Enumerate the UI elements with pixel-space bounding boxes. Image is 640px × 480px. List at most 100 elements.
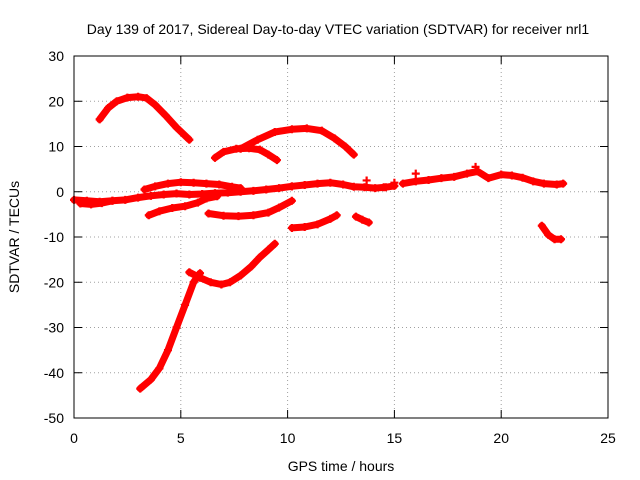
data-point [371, 184, 380, 193]
series-late-drop [537, 221, 566, 244]
data-point [326, 178, 335, 187]
data-point [123, 93, 132, 102]
data-point [196, 273, 205, 282]
data-point [557, 235, 566, 244]
data-point [463, 169, 472, 178]
series-band-zero-c [287, 178, 399, 193]
x-tick-label: 25 [600, 430, 616, 446]
data-point [247, 262, 256, 271]
data-point [189, 278, 198, 287]
data-point [134, 193, 143, 202]
y-tick-labels: -50 -40 -30 -20 -10 0 10 20 30 [44, 48, 64, 426]
data-point [275, 203, 284, 212]
x-tick-label: 15 [387, 430, 403, 446]
series-dip-left [136, 269, 205, 393]
series-line [136, 269, 204, 393]
data-point [204, 209, 213, 218]
x-tick-label: 0 [70, 430, 78, 446]
data-point [497, 170, 506, 179]
data-point [140, 185, 149, 194]
data-point [87, 200, 96, 209]
x-tick-labels: 0 5 10 15 20 25 [70, 430, 616, 446]
data-point [390, 178, 399, 187]
data-point [529, 177, 538, 186]
data-point [330, 134, 339, 143]
data-point [168, 204, 177, 213]
y-axis-label: SDTVAR / TECUs [6, 181, 22, 293]
series-dusk [398, 167, 568, 189]
data-point [272, 156, 281, 165]
y-tick-label: -50 [44, 410, 64, 426]
y-tick-label: -30 [44, 320, 64, 336]
data-point [332, 211, 341, 220]
data-point [437, 174, 446, 183]
series-band-lower-b [204, 196, 296, 221]
series-line [185, 240, 279, 288]
data-point [300, 223, 309, 232]
data-point [264, 150, 273, 159]
data-point [146, 191, 155, 200]
data-point [339, 180, 348, 189]
data-point [518, 173, 527, 182]
x-tick-label: 20 [493, 430, 509, 446]
data-point [185, 268, 194, 277]
data-point [97, 199, 106, 208]
data-point [219, 147, 228, 156]
series-arc-upper [95, 92, 194, 144]
grid [74, 56, 608, 418]
data-point [206, 278, 215, 287]
y-tick-label: -20 [44, 274, 64, 290]
data-point [537, 221, 546, 230]
data-point [121, 195, 130, 204]
y-tick-label: 10 [48, 139, 64, 155]
data-point [398, 179, 407, 188]
data-point [411, 169, 420, 178]
data-point [349, 182, 358, 191]
data-point [134, 92, 143, 101]
data-point [360, 183, 369, 192]
data-point [287, 125, 296, 134]
data-point [270, 239, 279, 248]
data-point [217, 280, 226, 289]
data-point [193, 198, 202, 207]
data-point [275, 184, 284, 193]
data-point [95, 115, 104, 124]
data-layer [70, 92, 568, 393]
data-point [213, 192, 222, 201]
series-band-zero-b [76, 196, 117, 209]
data-point [484, 174, 493, 183]
data-point [270, 128, 279, 137]
series-line [399, 167, 567, 188]
data-point [155, 364, 164, 373]
data-point [287, 196, 296, 205]
data-point [287, 223, 296, 232]
data-point [313, 179, 322, 188]
y-tick-label: -40 [44, 365, 64, 381]
data-point [362, 176, 371, 185]
data-point [172, 323, 181, 332]
plot-frame [73, 55, 609, 419]
y-tick-label: -10 [44, 229, 64, 245]
data-point [473, 167, 482, 176]
data-point [228, 182, 237, 191]
data-point [364, 218, 373, 227]
data-point [76, 199, 85, 208]
data-point [262, 185, 271, 194]
series-dusk-scatter [362, 162, 480, 192]
data-point [234, 212, 243, 221]
data-point [559, 179, 568, 188]
data-point [104, 104, 113, 113]
data-point [176, 178, 185, 187]
data-point [507, 171, 516, 180]
data-point [411, 177, 420, 186]
data-point [185, 135, 194, 144]
data-point [450, 172, 459, 181]
data-point [424, 175, 433, 184]
data-point [341, 142, 350, 151]
data-point [181, 300, 190, 309]
series-band-upper-zero [140, 178, 245, 194]
data-point [326, 214, 335, 223]
data-point [255, 145, 264, 154]
data-point [544, 230, 553, 239]
